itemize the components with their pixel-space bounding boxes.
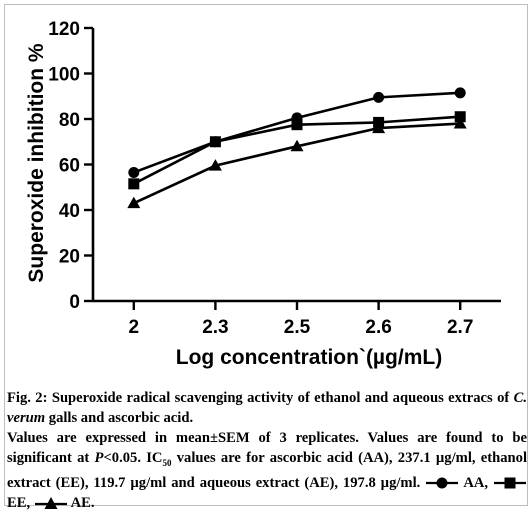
figure-frame: 0 20 40 60 80 100 120 2 2.3 2.5 2.6 2.7 Superoxide … xyxy=(4,4,528,511)
y-tick-label: 40 xyxy=(59,201,80,222)
x-axis-label: Log concentration`(µg/mL) xyxy=(176,346,442,369)
caption-title-post: galls and ascorbic acid. xyxy=(48,410,194,426)
caption-p-symbol: P xyxy=(94,450,104,466)
x-tick-label: 2.6 xyxy=(365,317,391,338)
series-line-ae xyxy=(133,122,461,205)
caption-species: C. verum xyxy=(7,390,527,426)
y-tick-label: 100 xyxy=(48,65,80,86)
y-tick-label: 60 xyxy=(59,156,80,177)
line-chart: 0 20 40 60 80 100 120 2 2.3 2.5 2.6 2.7 Superoxide … xyxy=(25,19,501,369)
caption-note-pre: Values are expressed in mean±SEM of 3 re… xyxy=(7,430,527,466)
data-point-aa xyxy=(128,166,140,178)
x-tick-label: 2.5 xyxy=(284,317,311,338)
series-line-aa xyxy=(133,91,461,174)
data-point-ee xyxy=(209,136,221,148)
y-tick-label: 20 xyxy=(59,247,80,268)
caption-p-value: <0.05. IC xyxy=(103,450,163,466)
data-point-ae xyxy=(208,159,222,171)
caption-ic-subscript: 50 xyxy=(162,457,172,468)
data-point-ae xyxy=(127,196,141,209)
legend-ee-label: EE, xyxy=(7,494,31,511)
data-point-ee xyxy=(128,178,140,190)
data-point-aa xyxy=(373,91,385,103)
legend-ae-triangle-icon xyxy=(34,496,67,509)
legend-ee-square-icon xyxy=(494,477,526,489)
legend-aa-circle-icon xyxy=(426,477,459,489)
legend-ae-label: AE. xyxy=(70,494,95,511)
data-point-aa xyxy=(454,87,466,99)
caption-note-post: values are for ascorbic acid (AA), 237.1… xyxy=(7,450,527,491)
y-axis-label: Superoxide inhibition % xyxy=(25,43,48,283)
caption-fig-label: Fig. 2: xyxy=(7,390,48,406)
caption-title-pre: Superoxide radical scavenging activity o… xyxy=(51,390,510,406)
y-tick-label: 80 xyxy=(59,110,80,131)
data-point-ee xyxy=(454,111,466,123)
data-point-ae xyxy=(372,121,386,134)
legend-aa-label: AA, xyxy=(463,474,489,491)
x-tick-label: 2 xyxy=(129,317,140,338)
chart-axes: 0 20 40 60 80 100 120 2 2.3 2.5 2.6 2.7 xyxy=(48,19,501,338)
chart-series xyxy=(127,87,467,209)
caption-note: Values are expressed in mean±SEM of 3 re… xyxy=(7,428,527,513)
caption-title-line: Fig. 2: Superoxide radical scavenging ac… xyxy=(7,388,527,428)
figure-caption: Fig. 2: Superoxide radical scavenging ac… xyxy=(7,388,527,513)
y-tick-label: 120 xyxy=(48,19,80,40)
data-point-ee xyxy=(291,119,303,131)
x-tick-label: 2.3 xyxy=(202,317,228,338)
data-point-ae xyxy=(453,117,467,129)
y-tick-label: 0 xyxy=(69,292,80,313)
x-tick-label: 2.7 xyxy=(447,317,473,338)
data-point-ae xyxy=(290,139,304,152)
